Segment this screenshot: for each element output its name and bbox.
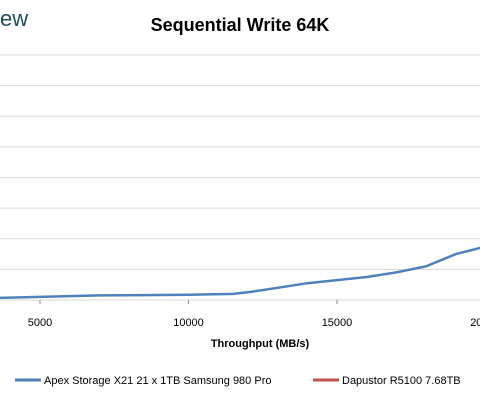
series-line bbox=[0, 246, 480, 300]
x-tick-label: 15000 bbox=[322, 317, 353, 329]
x-axis-label: Throughput (MB/s) bbox=[211, 338, 310, 350]
x-tick-label: 5000 bbox=[28, 317, 52, 329]
legend-label: Dapustor R5100 7.68TB bbox=[342, 375, 461, 387]
x-tick-label: 20000 bbox=[470, 317, 480, 329]
legend-label: Apex Storage X21 21 x 1TB Samsung 980 Pr… bbox=[44, 375, 271, 387]
logo: ew bbox=[0, 6, 28, 31]
chart-title: Sequential Write 64K bbox=[151, 15, 330, 35]
x-tick-label: 10000 bbox=[173, 317, 204, 329]
